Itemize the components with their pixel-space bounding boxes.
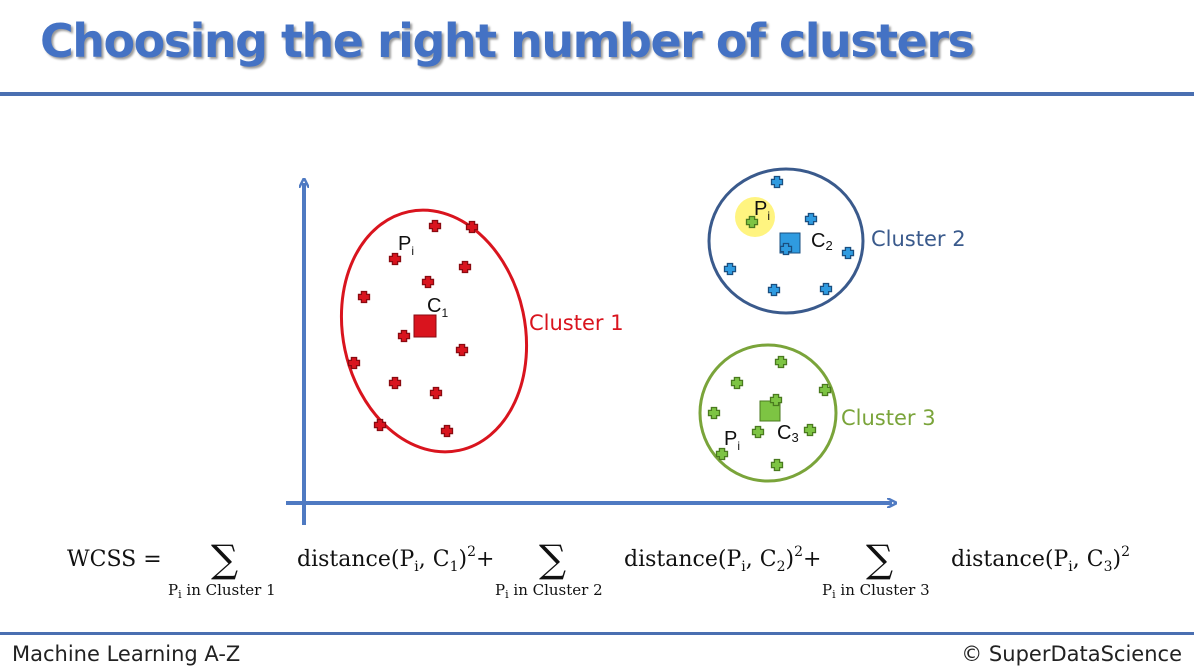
cluster-1-centroid-label: C1 [427, 295, 448, 320]
sum-symbol-1: ∑ [211, 537, 238, 581]
cluster-1-point [440, 424, 454, 438]
sum-subscript-1: Pi in Cluster 1 [168, 581, 276, 601]
cluster-1-centroid [413, 314, 437, 338]
cluster-2-point [804, 212, 818, 226]
cluster-3-point [818, 383, 832, 397]
cluster-2-label: Cluster 2 [871, 227, 966, 251]
sum-subscript-3: Pi in Cluster 3 [822, 581, 930, 601]
cluster-3-point-label: Pi [724, 428, 740, 453]
cluster-3-point [745, 215, 759, 229]
cluster-1-point [429, 386, 443, 400]
course-name: Machine Learning A-Z [12, 642, 241, 666]
cluster-3-label: Cluster 3 [841, 406, 936, 430]
cluster-1-point [428, 219, 442, 233]
cluster-2-point [841, 246, 855, 260]
cluster-3-point [715, 447, 729, 461]
cluster-1-point [373, 418, 387, 432]
cluster-1-point [458, 260, 472, 274]
copyright-notice: © SuperDataScience [961, 642, 1182, 666]
cluster-1-point [388, 252, 402, 266]
formula-lhs: WCSS = [67, 547, 162, 572]
cluster-3-point [751, 425, 765, 439]
cluster-3-point [769, 393, 783, 407]
cluster-2-point [819, 282, 833, 296]
cluster-3-centroid-label: C3 [777, 422, 799, 445]
cluster-1-point [357, 290, 371, 304]
cluster-1-point [465, 220, 479, 234]
distance-term-2: distance(Pi, C2)2+ [624, 544, 821, 575]
cluster-2-boundary [707, 167, 865, 315]
cluster-3-point [707, 406, 721, 420]
cluster-2-centroid-label: C2 [811, 230, 833, 253]
cluster-2-point-label: Pi [754, 198, 770, 223]
slide-title: Choosing the right number of clusters [40, 14, 975, 68]
cluster-1-point [388, 376, 402, 390]
distance-term-3: distance(Pi, C3)2 [951, 544, 1130, 575]
cluster-3-point [774, 355, 788, 369]
cluster-1-point [421, 275, 435, 289]
cluster-2-point [770, 175, 784, 189]
cluster-1-point [397, 329, 411, 343]
wcss-formula: WCSS = ∑ Pi in Cluster 1 distance(Pi, C1… [67, 537, 1130, 601]
cluster-1-label: Cluster 1 [529, 311, 624, 335]
cluster-2-point [723, 262, 737, 276]
cluster-2-point [779, 242, 793, 256]
footer-divider [0, 632, 1194, 635]
cluster-1-point-label: Pi [398, 233, 414, 258]
cluster-3-point [770, 458, 784, 472]
cluster-1-point [455, 343, 469, 357]
sum-subscript-2: Pi in Cluster 2 [495, 581, 603, 601]
cluster-3-point [803, 423, 817, 437]
cluster-3-boundary [698, 343, 838, 483]
sum-symbol-3: ∑ [866, 537, 893, 581]
clusters-diagram: Pi C1 Pi C2 Pi C3 Cluster 1 Cluster 2 Cl… [67, 167, 1130, 601]
distance-term-1: distance(Pi, C1)2+ [297, 544, 494, 575]
title-divider [0, 92, 1194, 96]
cluster-1-point [347, 356, 361, 370]
cluster-2-point [767, 283, 781, 297]
sum-symbol-2: ∑ [539, 537, 566, 581]
cluster-1-boundary [339, 208, 529, 454]
cluster-3-point [730, 376, 744, 390]
